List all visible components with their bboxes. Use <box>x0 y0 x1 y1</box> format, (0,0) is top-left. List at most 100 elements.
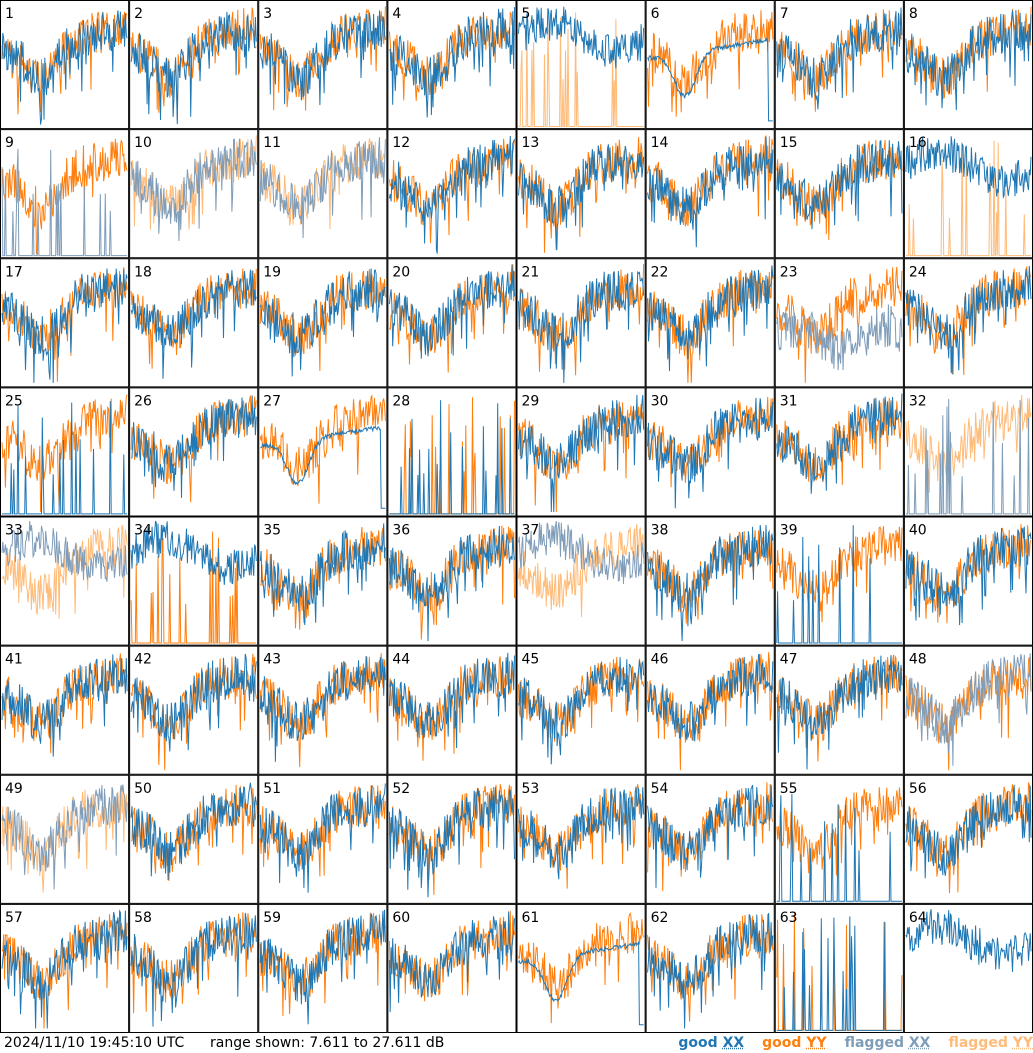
panel-52-xx-trace <box>388 787 515 898</box>
panel-55-yy-trace <box>776 787 903 891</box>
panel-label: 62 <box>651 910 669 926</box>
antenna-panel-34: 34 <box>129 516 259 646</box>
panel-6-xx-trace <box>647 37 773 122</box>
panel-label: 14 <box>651 135 669 151</box>
panel-frame <box>258 903 388 1033</box>
panel-1-xx-trace <box>1 10 128 125</box>
antenna-panel-64: 64 <box>903 903 1033 1033</box>
panel-label: 44 <box>392 652 410 668</box>
panel-label: 53 <box>522 781 540 797</box>
panel-label: 51 <box>263 781 281 797</box>
panel-34-yy-trace <box>130 531 257 644</box>
panel-9-yy-trace <box>1 138 128 255</box>
antenna-panel-40: 40 <box>903 516 1033 646</box>
panel-36-xx-trace <box>388 525 515 642</box>
panel-21-xx-trace <box>518 270 645 383</box>
panel-13-xx-trace <box>518 144 645 251</box>
panel-label: 40 <box>909 523 927 539</box>
panel-48-xx-trace <box>905 653 1032 766</box>
panel-22-xx-trace <box>647 265 774 372</box>
antenna-panel-15: 15 <box>774 129 904 259</box>
panel-label: 61 <box>522 910 540 926</box>
panel-23-yy-trace <box>776 266 903 383</box>
antenna-panel-55: 55 <box>774 774 904 904</box>
panel-28-xx-trace <box>389 400 515 515</box>
panel-label: 2 <box>134 6 143 22</box>
panel-32-xx-trace <box>905 398 1031 515</box>
panel-label: 8 <box>909 6 918 22</box>
panel-label: 30 <box>651 393 669 409</box>
panel-46-xx-trace <box>647 653 774 742</box>
panel-61-xx-trace <box>518 940 644 1026</box>
panel-label: 20 <box>392 264 410 280</box>
legend-good-yy-word: good <box>762 1035 802 1051</box>
panel-49-yy-trace <box>1 786 128 893</box>
range-text: range shown: 7.611 to 27.611 dB <box>210 1035 445 1051</box>
panel-44-xx-trace <box>388 652 515 749</box>
panel-label: 49 <box>5 781 23 797</box>
antenna-panel-9: 9 <box>0 129 130 259</box>
antenna-panel-39: 39 <box>774 516 904 646</box>
panel-10-xx-trace <box>130 138 257 242</box>
antenna-panel-42: 42 <box>129 645 259 775</box>
legend-good-yy-pol: YY <box>806 1035 827 1051</box>
panel-label: 34 <box>134 523 152 539</box>
antenna-panel-19: 19 <box>258 258 388 388</box>
panel-label: 28 <box>392 393 410 409</box>
antenna-panel-17: 17 <box>0 258 130 388</box>
antenna-panel-6: 6 <box>645 0 775 130</box>
panel-2-xx-trace <box>130 11 257 125</box>
panel-label: 60 <box>392 910 410 926</box>
panel-37-xx-trace <box>518 520 645 584</box>
antenna-panel-33: 33 <box>0 516 130 646</box>
antenna-panel-22: 22 <box>645 258 775 388</box>
panel-label: 54 <box>651 781 669 797</box>
antenna-panel-41: 41 <box>0 645 130 775</box>
panel-label: 55 <box>780 781 798 797</box>
panel-35-xx-trace <box>259 523 386 626</box>
antenna-panel-16: 16 <box>903 129 1033 259</box>
antenna-panel-24: 24 <box>903 258 1033 388</box>
panel-62-xx-trace <box>647 912 774 1029</box>
panel-label: 23 <box>780 264 798 280</box>
antenna-panel-4: 4 <box>387 0 517 130</box>
antenna-panel-27: 27 <box>258 387 388 517</box>
panel-label: 47 <box>780 652 798 668</box>
panel-3-xx-trace <box>259 10 386 106</box>
antenna-panel-20: 20 <box>387 258 517 388</box>
antenna-panel-61: 61 <box>516 903 646 1033</box>
antenna-panel-3: 3 <box>258 0 388 130</box>
panel-45-xx-trace <box>518 657 645 765</box>
panel-54-xx-trace <box>647 784 774 888</box>
panel-9-xx-trace <box>1 148 128 257</box>
panel-label: 29 <box>522 393 540 409</box>
panel-47-xx-trace <box>776 655 903 770</box>
panel-label: 15 <box>780 135 798 151</box>
panel-label: 41 <box>5 652 23 668</box>
panel-label: 6 <box>651 6 660 22</box>
antenna-panel-21: 21 <box>516 258 646 388</box>
panel-41-xx-trace <box>1 654 128 757</box>
panel-5-yy-trace <box>518 12 644 127</box>
panel-frame <box>387 258 517 388</box>
panel-16-yy-trace <box>905 140 1031 257</box>
legend-flagged-yy-pol: YY <box>1012 1035 1033 1051</box>
panel-29-yy-trace <box>518 401 645 513</box>
antenna-panel-1: 1 <box>0 0 130 130</box>
antenna-panel-47: 47 <box>774 645 904 775</box>
panel-56-xx-trace <box>905 784 1032 879</box>
panel-label: 46 <box>651 652 669 668</box>
panel-25-xx-trace <box>2 401 128 515</box>
panel-40-xx-trace <box>905 526 1032 626</box>
panel-53-yy-trace <box>518 784 645 889</box>
panel-frame <box>516 903 646 1033</box>
panel-label: 38 <box>651 523 669 539</box>
legend-good-xx-pol: XX <box>722 1035 745 1051</box>
panel-label: 32 <box>909 393 927 409</box>
panel-29-xx-trace <box>518 394 645 513</box>
panel-11-xx-trace <box>259 137 386 239</box>
panel-label: 11 <box>263 135 281 151</box>
panel-label: 48 <box>909 652 927 668</box>
panel-label: 12 <box>392 135 410 151</box>
